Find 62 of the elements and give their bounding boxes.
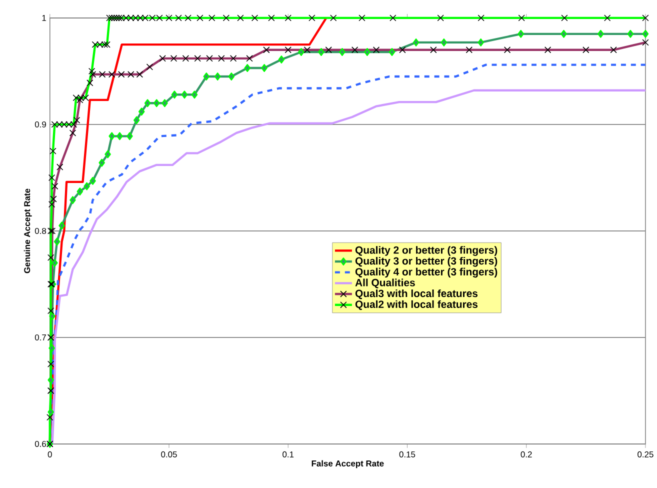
y-tick-label: 1 xyxy=(42,15,46,21)
legend-label: Quality 4 or better (3 fingers) xyxy=(355,268,498,278)
point xyxy=(104,150,111,158)
point xyxy=(627,30,634,38)
point xyxy=(49,312,56,320)
point xyxy=(133,116,140,124)
point xyxy=(153,99,160,108)
point xyxy=(138,108,145,116)
point xyxy=(478,38,484,46)
point xyxy=(162,99,168,108)
point xyxy=(364,48,370,56)
y-tick-label: 0.7 xyxy=(34,334,46,340)
legend-label: Qual2 with local features xyxy=(355,300,478,310)
point xyxy=(171,90,178,99)
y-tick-label: 0.8 xyxy=(34,228,46,234)
point xyxy=(116,132,123,140)
point xyxy=(598,30,604,38)
point xyxy=(144,99,151,108)
point xyxy=(70,196,76,204)
legend-label: Quality 2 or better (3 fingers) xyxy=(355,246,498,256)
x-tick-label: 0 xyxy=(48,452,52,458)
point xyxy=(48,408,54,416)
point xyxy=(108,132,115,140)
point xyxy=(181,90,188,99)
x-tick-label: 0.2 xyxy=(520,452,532,458)
point xyxy=(278,56,285,64)
point xyxy=(261,64,268,72)
y-tick-label: 0.9 xyxy=(34,122,46,128)
point xyxy=(54,238,60,246)
point xyxy=(203,72,210,81)
point xyxy=(98,158,105,167)
point xyxy=(298,48,304,56)
point xyxy=(76,188,84,196)
y-tick-label: 0.6 xyxy=(34,441,46,447)
point xyxy=(412,38,420,46)
legend-label: All Qualities xyxy=(355,278,415,288)
legend-label: Quality 3 or better (3 fingers) xyxy=(355,257,498,267)
point xyxy=(48,344,55,352)
x-tick-label: 0.05 xyxy=(161,452,177,458)
x-tick-label: 0.25 xyxy=(638,452,654,458)
x-tick-label: 0.1 xyxy=(282,452,294,458)
point xyxy=(126,132,133,140)
point xyxy=(518,30,524,38)
point xyxy=(52,258,58,267)
point xyxy=(48,376,54,384)
point xyxy=(228,72,235,81)
point xyxy=(642,30,649,38)
point xyxy=(244,64,251,72)
point xyxy=(84,182,90,190)
point xyxy=(440,38,448,46)
legend-label: Qual3 with local features xyxy=(355,290,478,300)
point xyxy=(318,48,324,56)
point xyxy=(191,90,198,99)
point xyxy=(339,48,346,56)
y-axis-title: Genuine Accept Rate xyxy=(24,188,32,274)
x-tick-label: 0.15 xyxy=(399,452,416,458)
x-axis-title: False Accept Rate xyxy=(312,460,384,468)
point xyxy=(560,30,567,38)
point xyxy=(214,72,221,81)
point xyxy=(388,48,396,56)
point xyxy=(58,222,65,230)
point xyxy=(90,176,96,185)
